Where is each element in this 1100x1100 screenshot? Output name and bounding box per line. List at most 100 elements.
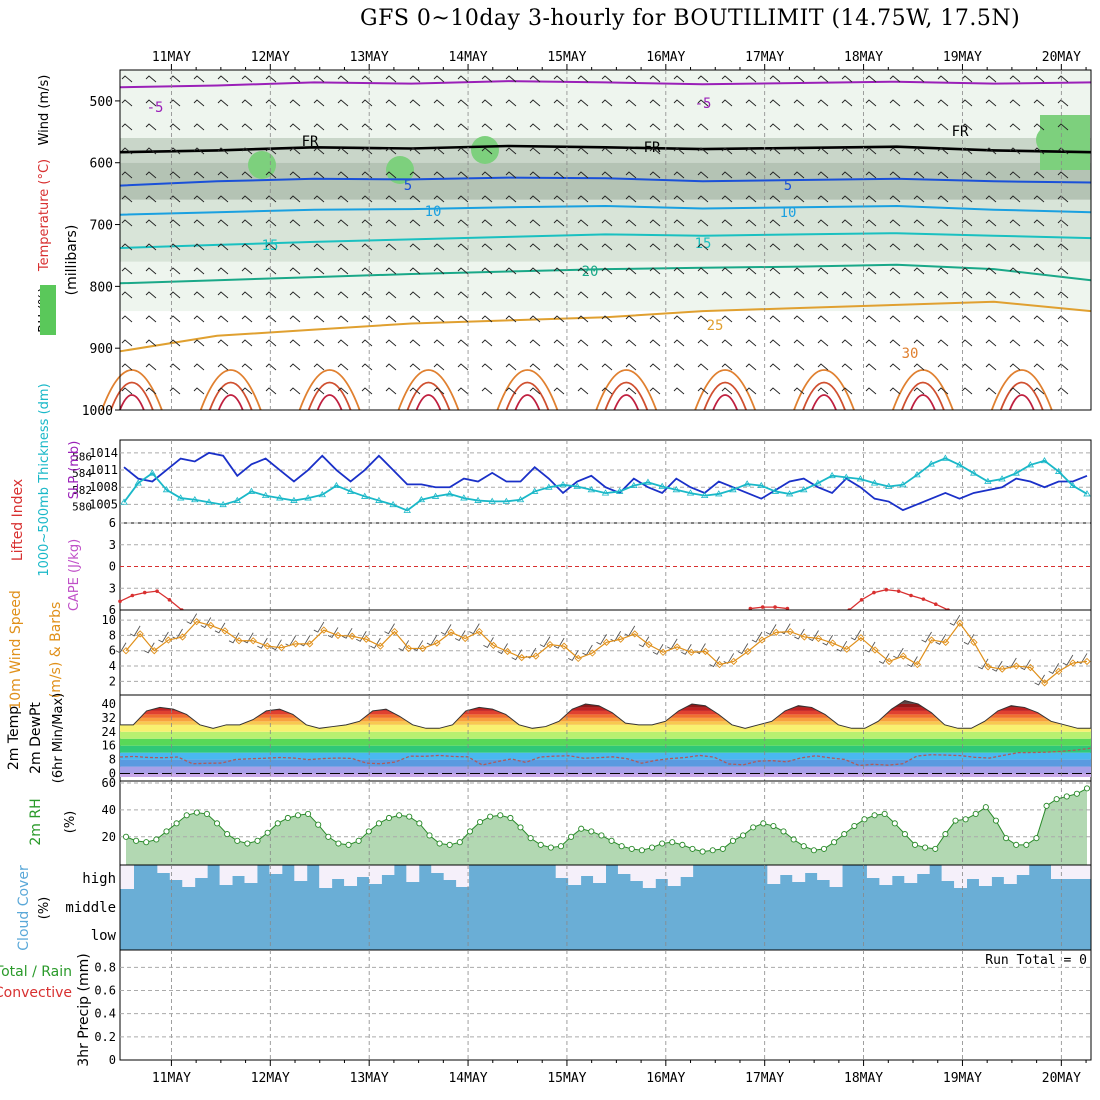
wind-marker (786, 627, 794, 636)
wind-barb (265, 363, 277, 371)
wind-barb (889, 243, 901, 251)
wind-marker (178, 633, 187, 641)
rh-marker (1083, 785, 1091, 792)
wind-barb (721, 387, 733, 395)
rh-marker (750, 824, 757, 831)
thickness-marker (162, 486, 171, 493)
rh-marker (183, 812, 190, 819)
temp-color-band (120, 731, 1091, 739)
isotherm-30-cell (694, 369, 756, 411)
wind-barb (577, 291, 589, 299)
wind-barb (505, 99, 517, 107)
isotherm-30-cell (604, 381, 649, 411)
wind-marker (503, 647, 512, 656)
surface-wind-barb (440, 624, 452, 635)
temp-tick-label: 0 (109, 767, 116, 781)
thickness-marker (927, 460, 935, 467)
wind-barb (1009, 291, 1021, 299)
ylabel-wind-speed: (m/s) & Barbs (48, 602, 64, 699)
wind-barb (793, 387, 805, 395)
wind-barb (505, 387, 517, 395)
wind-marker (758, 636, 766, 644)
wind-barb (649, 171, 661, 179)
wind-barb (217, 267, 229, 275)
wind-barb (1033, 195, 1045, 203)
wind-barb (289, 315, 301, 323)
wind-barb (1033, 363, 1045, 371)
wind-barb (553, 291, 565, 299)
cloud-gap-high (655, 865, 669, 879)
rh-marker (578, 825, 585, 832)
surface-wind-barb (765, 624, 777, 635)
contour-label: FR (644, 140, 661, 156)
surface-wind-barb (511, 649, 523, 661)
wind-barb (817, 243, 829, 251)
wind-barb (769, 363, 781, 371)
rh-marker (689, 845, 696, 852)
wind-barb (553, 123, 565, 131)
wind-barb (553, 339, 565, 347)
wind-barb (505, 267, 517, 275)
surface-wind-barb (907, 656, 918, 668)
contour-label: 30 (902, 346, 919, 362)
ylabel-2m-rh: 2m RH (28, 798, 44, 845)
surface-wind-barb (469, 623, 480, 635)
lifted-marker (130, 593, 135, 598)
wind-barb (577, 267, 589, 275)
cloud-gap-high (642, 865, 656, 888)
wind-barb (529, 75, 541, 83)
wind-barb (961, 387, 973, 395)
wind-barb (289, 219, 301, 227)
thickness-marker (247, 487, 256, 494)
wind-barb (745, 243, 757, 251)
wind-barb (1033, 243, 1045, 251)
rh-marker (1053, 796, 1060, 803)
contour-label: 15 (695, 236, 712, 252)
wind-barb (697, 171, 709, 179)
wind-barb (241, 219, 253, 227)
slp-tick-label: 1014 (89, 446, 118, 460)
wind-barb (505, 339, 517, 347)
rh-marker (901, 831, 908, 838)
wind-barb (577, 75, 589, 83)
rh-marker (820, 845, 828, 852)
wind-marker (362, 635, 370, 643)
wind-barb (217, 195, 229, 203)
wind-barb (601, 195, 613, 203)
wind-barb (529, 123, 541, 131)
ylabel-wind10m: 10m Wind Speed (8, 590, 24, 709)
surface-wind-barb (992, 660, 1003, 672)
wind-barb (361, 171, 373, 179)
wind-barb (817, 75, 829, 83)
date-label-bottom: 12MAY (251, 1071, 290, 1086)
thickness-marker (955, 461, 964, 468)
wind-barb (385, 363, 397, 371)
wind-barb (433, 219, 445, 227)
wind-barb (289, 99, 301, 107)
wind-marker (1012, 662, 1020, 670)
temp-color-band (120, 759, 1091, 767)
rh-marker (740, 832, 747, 839)
wind-barb (169, 339, 181, 347)
wind-barb (193, 243, 205, 251)
wind-barb (145, 291, 157, 299)
wind-barb (529, 171, 541, 179)
wind-barb (601, 267, 613, 275)
wind-marker (871, 646, 879, 654)
wind-barb (121, 387, 133, 395)
wind-barb (241, 267, 253, 275)
wind-barb (577, 315, 589, 323)
wind-barb (865, 363, 877, 371)
cloud-gap-high (381, 865, 395, 875)
thickness-marker (361, 492, 369, 499)
wind-barb (889, 123, 901, 131)
wind-barb (985, 99, 997, 107)
wind-barb (169, 99, 181, 107)
wind-barb (337, 243, 349, 251)
wind-barb (913, 171, 925, 179)
wind-barb (169, 387, 181, 395)
wind-barb (649, 243, 661, 251)
wind-barb (169, 147, 181, 155)
rh-marker (922, 844, 929, 851)
